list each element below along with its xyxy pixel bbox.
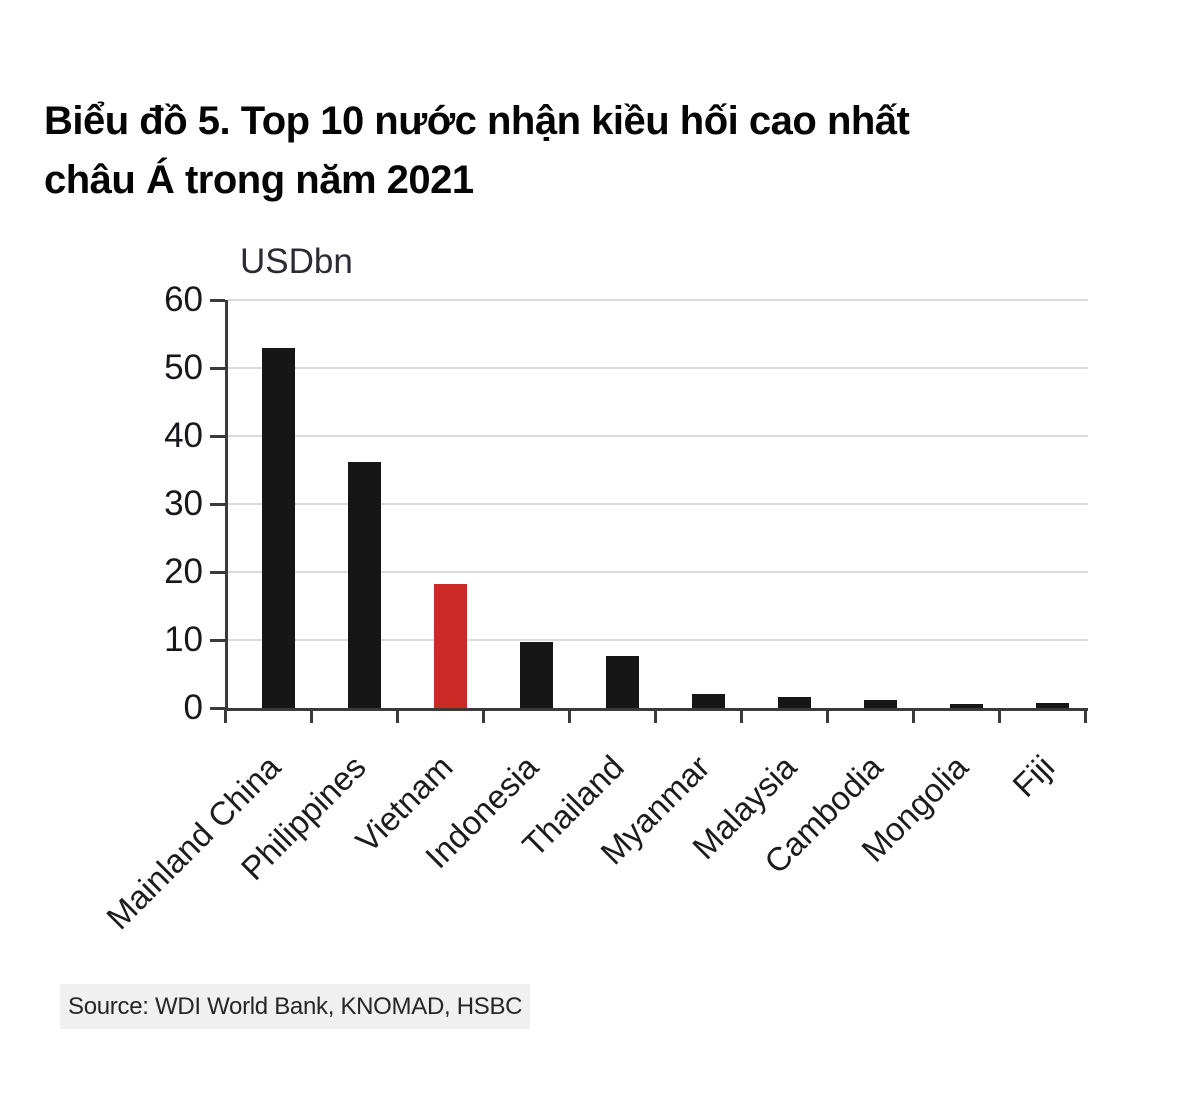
gridline-30 [228, 503, 1088, 505]
bar-myanmar [692, 694, 725, 708]
bar-mainland-china [262, 348, 295, 708]
x-tick-mark-8 [912, 708, 915, 723]
gridline-40 [228, 435, 1088, 437]
plot-area [225, 299, 1088, 711]
y-tick-label-50: 50 [164, 348, 203, 387]
y-tick-mark-30 [210, 503, 225, 506]
chart-title: Biểu đồ 5. Top 10 nước nhận kiều hối cao… [44, 92, 1154, 210]
y-tick-label-0: 0 [183, 688, 203, 727]
x-tick-mark-6 [740, 708, 743, 723]
bar-cambodia [864, 700, 897, 708]
gridline-60 [228, 299, 1088, 301]
x-tick-mark-7 [826, 708, 829, 723]
gridline-20 [228, 571, 1088, 573]
y-tick-label-60: 60 [164, 280, 203, 319]
y-tick-mark-40 [210, 435, 225, 438]
y-tick-mark-60 [210, 299, 225, 302]
gridline-10 [228, 639, 1088, 641]
y-tick-label-40: 40 [164, 416, 203, 455]
x-tick-mark-9 [998, 708, 1001, 723]
x-tick-mark-10 [1084, 708, 1087, 723]
y-tick-label-10: 10 [164, 620, 203, 659]
bar-malaysia [778, 697, 811, 708]
chart-title-line1: Biểu đồ 5. Top 10 nước nhận kiều hối cao… [44, 99, 910, 143]
bar-thailand [606, 656, 639, 708]
x-tick-mark-0 [224, 708, 227, 723]
bar-fiji [1036, 703, 1069, 708]
x-label-fiji: Fiji [1005, 748, 1062, 804]
y-tick-mark-10 [210, 639, 225, 642]
y-tick-label-20: 20 [164, 552, 203, 591]
x-tick-mark-1 [310, 708, 313, 723]
bar-indonesia [520, 642, 553, 708]
y-axis-unit-label: USDbn [240, 242, 353, 281]
source-note: Source: WDI World Bank, KNOMAD, HSBC [60, 984, 530, 1029]
chart-title-line2: châu Á trong năm 2021 [44, 158, 474, 202]
x-tick-mark-2 [396, 708, 399, 723]
gridline-50 [228, 367, 1088, 369]
bar-philippines [348, 462, 381, 708]
bar-mongolia [950, 704, 983, 708]
bar-vietnam [434, 584, 467, 708]
y-tick-label-30: 30 [164, 484, 203, 523]
x-tick-mark-3 [482, 708, 485, 723]
y-tick-mark-50 [210, 367, 225, 370]
x-tick-mark-5 [654, 708, 657, 723]
y-tick-mark-20 [210, 571, 225, 574]
source-text: Source: WDI World Bank, KNOMAD, HSBC [68, 993, 523, 1020]
y-tick-mark-0 [210, 707, 225, 710]
x-tick-mark-4 [568, 708, 571, 723]
